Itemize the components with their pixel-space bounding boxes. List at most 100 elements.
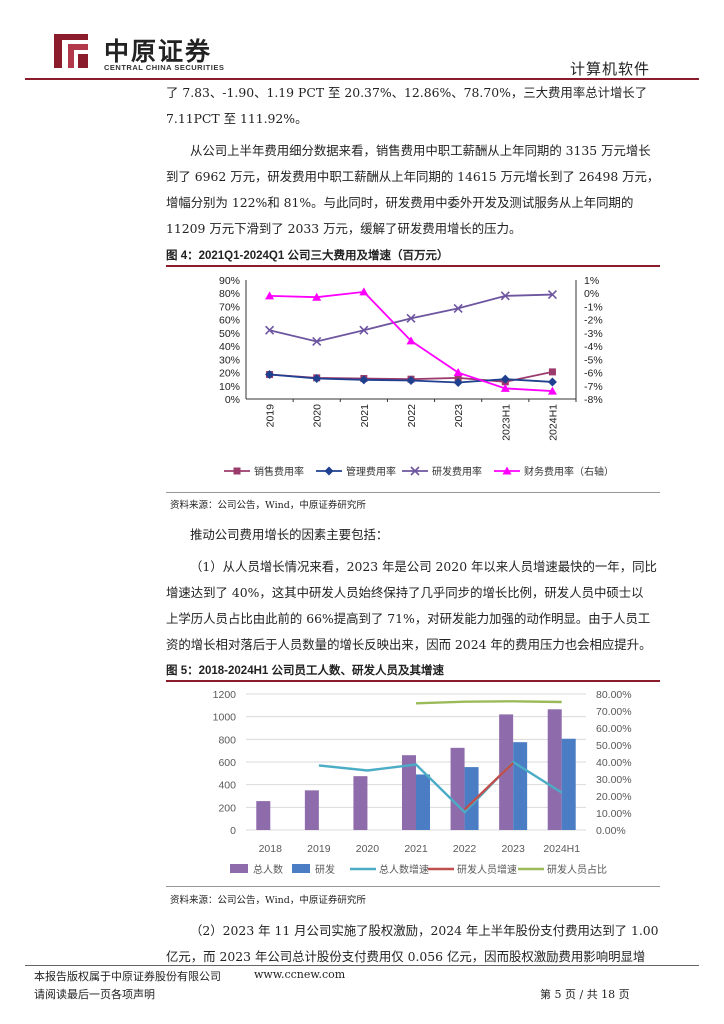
y-tick-label: 600 [218,757,236,769]
data-point [548,368,556,376]
bar [464,767,479,830]
footer-page-number: 第 5 页 / 共 18 页 [540,988,630,1001]
y2-tick-label: -6% [584,368,603,380]
data-point [547,377,557,387]
y-tick-label: 0% [225,394,240,406]
y-tick-label: 40% [219,341,240,353]
figure5-title: 图 5：2018-2024H1 公司员工人数、研发人员及其增速 [166,665,444,677]
bar [353,776,368,830]
data-point [406,313,416,323]
data-point [500,291,510,301]
text-line: 从公司上半年费用细分数据来看，销售费用中职工薪酬从上年同期的 3135 万元增长 [190,143,651,158]
y2-tick-label: 70.00% [596,706,632,718]
series-line [318,760,563,814]
data-point [359,325,369,335]
y-tick-label: 400 [218,780,236,792]
figure4-divider [166,265,660,267]
y2-tick-label: -4% [584,341,603,353]
figure5-source: 资料来源：公司公告，Wind，中原证券研究所 [170,895,366,906]
bar [304,790,319,830]
x-tick-label: 2023 [501,843,525,855]
legend-marker [502,466,512,475]
brand-name-cn: 中原证券 [104,37,213,66]
figure5-divider [166,680,660,682]
legend-label: 财务费用率（右轴） [524,465,614,478]
x-tick-label: 2022 [406,404,418,428]
paragraph-staff-growth: （1）从人员增长情况来看，2023 年是公司 2020 年以来人员增速最快的一年… [166,554,660,658]
brand-name-en: CENTRAL CHINA SECURITIES [104,63,225,72]
y-tick-label: 200 [218,802,236,814]
y-tick-label: 70% [219,301,240,313]
y2-tick-label: 0.00% [596,825,626,837]
legend-label: 总人数 [253,863,283,876]
x-tick-label: 2024H1 [543,843,580,855]
data-point [454,374,462,382]
bar [450,747,465,830]
bar [513,742,528,830]
legend-label: 总人数增速 [379,863,429,876]
y-tick-label: 1200 [213,689,237,701]
y2-tick-label: -8% [584,394,603,406]
data-point [312,336,322,347]
data-point [500,374,510,384]
paragraph-expense-ratio: 了 7.83、-1.90、1.19 PCT 至 20.37%、12.86%、78… [166,80,660,132]
y-tick-label: 30% [219,354,240,366]
y2-tick-label: 50.00% [596,740,632,752]
data-point [453,377,463,387]
y-tick-label: 90% [219,275,240,287]
y2-tick-label: -7% [584,381,603,393]
y-tick-label: 80% [219,288,240,300]
series-line [463,761,514,811]
figure4-chart: 90% 80% 70% 60% 50% 40% 30% 20% 10% 0% 1% 0% -1% -2% -… [166,266,660,492]
figure5-bottom-divider [166,886,660,887]
data-point [265,370,275,380]
y2-tick-label: -5% [584,354,603,366]
text-line: 了 7.83、-1.90、1.19 PCT 至 20.37%、12.86%、78… [166,85,648,100]
data-point [359,287,369,296]
y-tick-label: 10% [219,381,240,393]
bar [499,714,514,830]
y-tick-label: 60% [219,315,240,327]
x-tick-label: 2019 [265,404,277,428]
y2-tick-label: 20.00% [596,791,632,803]
text-line: （1）从人员增长情况来看，2023 年是公司 2020 年以来人员增速最快的一年… [190,559,657,574]
legend-label: 研发人员占比 [547,863,607,876]
y-tick-label: 0 [230,825,236,837]
bar [561,738,576,830]
text-line: 到了 6962 万元，研发费用中职工薪酬从上年同期的 14615 万元增长到了 … [166,169,660,184]
legend-label: 研发人员增速 [457,863,517,876]
figure4-bottom-divider [166,492,660,493]
y2-tick-label: -2% [584,315,603,327]
x-tick-label: 2018 [259,843,283,855]
x-tick-label: 2023 [453,404,465,428]
report-section: 计算机软件 [569,60,650,78]
text-line: 亿元，而 2023 年公司总计股份支付费用仅 0.056 亿元，因而股权激励费用… [166,949,646,964]
y2-tick-label: 1% [584,275,599,287]
y2-tick-label: 30.00% [596,774,632,786]
text-line: 上学历人员占比由此前的 66%提高到了 71%，对研发能力加强的动作明显。由于人… [166,611,651,626]
figure5-chart: 1200 1000 800 600 400 200 0 80.00% 70.00% 60.00% 5… [166,682,660,884]
text-line: 推动公司费用增长的因素主要包括： [190,527,389,542]
legend-label: 销售费用率 [254,465,304,478]
text-line: （2）2023 年 11 月公司实施了股权激励，2024 年上半年股份支付费用达… [190,923,659,938]
legend-marker [233,467,241,475]
data-point [265,291,275,300]
data-point [312,374,322,384]
paragraph-equity-incentive: （2）2023 年 11 月公司实施了股权激励，2024 年上半年股份支付费用达… [166,918,660,970]
data-point [312,292,322,301]
legend-swatch [292,864,310,873]
y2-tick-label: 10.00% [596,808,632,820]
figure4-source: 资料来源：公司公告，Wind，中原证券研究所 [170,500,366,511]
text-line: 7.11PCT 至 111.92%。 [166,111,308,126]
y2-tick-label: 60.00% [596,723,632,735]
data-point [453,303,463,313]
legend-marker [324,466,334,476]
footer-copyright: 本报告版权属于中原证券股份有限公司 [34,970,221,983]
footer-website: www.ccnew.com [254,968,346,981]
y2-tick-label: -3% [584,328,603,340]
bar [416,774,430,830]
legend-marker [410,466,420,476]
text-line: 资的增长相对落后于人员数量的增长反映出来，因而 2024 年的费用压力也会相应提… [166,637,652,652]
y2-tick-label: 80.00% [596,689,632,701]
company-logo [48,30,94,72]
